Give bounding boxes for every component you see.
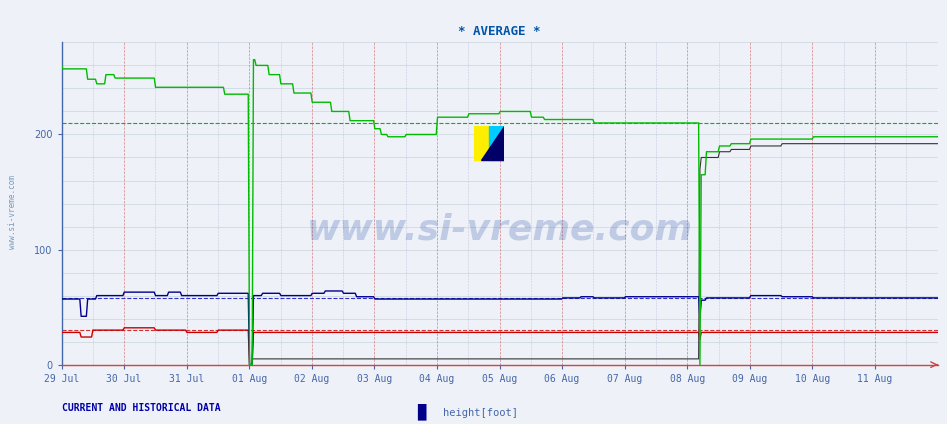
Title: * AVERAGE *: * AVERAGE *: [458, 25, 541, 39]
Bar: [489, 126, 504, 160]
Bar: [474, 126, 489, 160]
Text: █: █: [417, 403, 425, 420]
Text: CURRENT AND HISTORICAL DATA: CURRENT AND HISTORICAL DATA: [62, 403, 221, 413]
Polygon shape: [481, 126, 504, 160]
Text: height[foot]: height[foot]: [443, 408, 518, 418]
Text: www.si-vreme.com: www.si-vreme.com: [307, 212, 692, 246]
Text: www.si-vreme.com: www.si-vreme.com: [8, 175, 17, 249]
